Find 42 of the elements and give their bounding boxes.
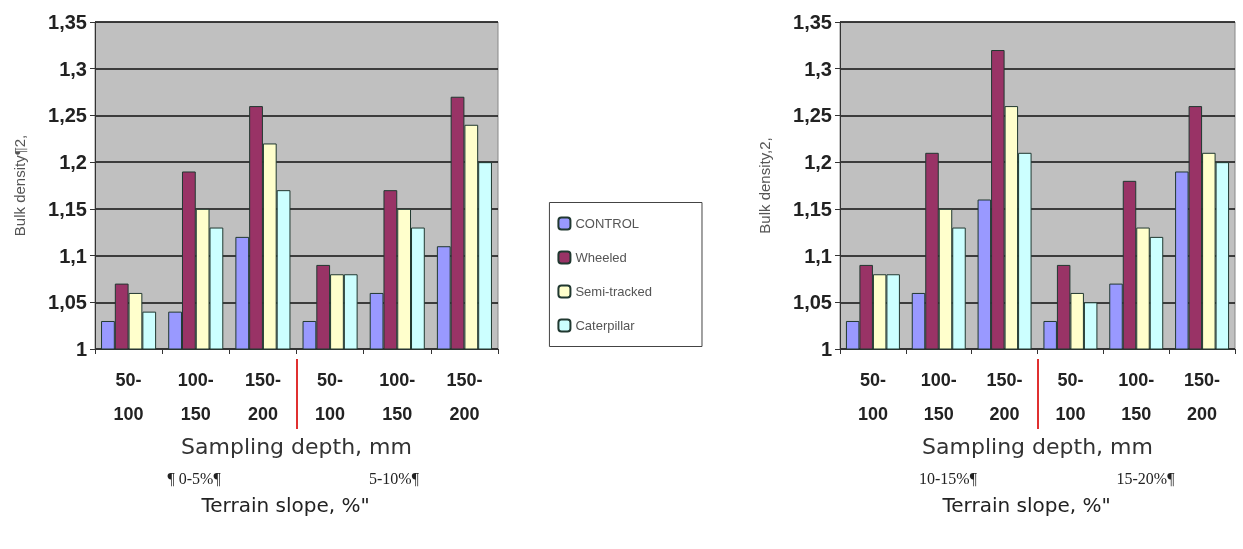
legend-label: CONTROL [575, 216, 639, 231]
y-tick-label: 1,25 [48, 104, 87, 127]
y-tick-label: 1,05 [48, 291, 87, 314]
x-tick-label: 150-200 [1184, 370, 1221, 424]
text: 15-20%¶ [1116, 469, 1176, 487]
y-tick-label: 1,35 [48, 11, 87, 33]
legend-label: Caterpillar [575, 318, 636, 333]
text: Terrain slope, %" [941, 493, 1111, 517]
y-tick-label: 1,1 [804, 244, 832, 267]
x-axis-title: Sampling depth, mm [181, 434, 412, 460]
y-tick-label: 1,2 [804, 151, 832, 174]
x-tick-label: 100-150 [1118, 370, 1155, 424]
x-tick-label: 50-100 [1055, 370, 1086, 424]
y-tick-label: 1 [820, 338, 832, 360]
y-tick-label: 1,05 [793, 291, 832, 314]
y-tick-label: 1,2 [59, 151, 87, 174]
x-tick-label: 50-100 [857, 370, 888, 424]
y-tick-label: 1,25 [793, 104, 832, 127]
text: Terrain slope, %" [200, 493, 370, 517]
x-tick-label: 100-150 [920, 370, 957, 424]
y-tick-label: 1,1 [59, 244, 87, 267]
x-tick-label: 50-100 [113, 370, 144, 424]
y-axis-title: Bulk density,2, [756, 137, 773, 234]
y-tick-label: 1,15 [48, 197, 87, 220]
y-tick-label: 1,3 [59, 57, 87, 80]
x-tick-label: 100-150 [177, 370, 214, 424]
y-tick-label: 1,35 [793, 11, 832, 33]
x-tick-label: 50-100 [315, 370, 346, 424]
x-axis-title: Sampling depth, mm [922, 434, 1153, 460]
x-tick-label: 150-200 [986, 370, 1023, 424]
legend-label: Semi-tracked [575, 284, 652, 299]
y-tick-label: 1,15 [793, 197, 832, 220]
y-tick-label: 1 [75, 338, 87, 360]
x-tick-label: 150-200 [446, 370, 483, 424]
x-tick-label: 100-150 [379, 370, 416, 424]
x-tick-label: 150-200 [244, 370, 281, 424]
text: ¶ 0-5%¶ [167, 469, 222, 487]
legend-label: Wheeled [575, 250, 627, 265]
text: 10-15%¶ [919, 469, 978, 487]
y-tick-label: 1,3 [804, 57, 832, 80]
y-axis-title: Bulk density¶2, [11, 134, 28, 237]
text: 5-10%¶ [369, 469, 420, 487]
